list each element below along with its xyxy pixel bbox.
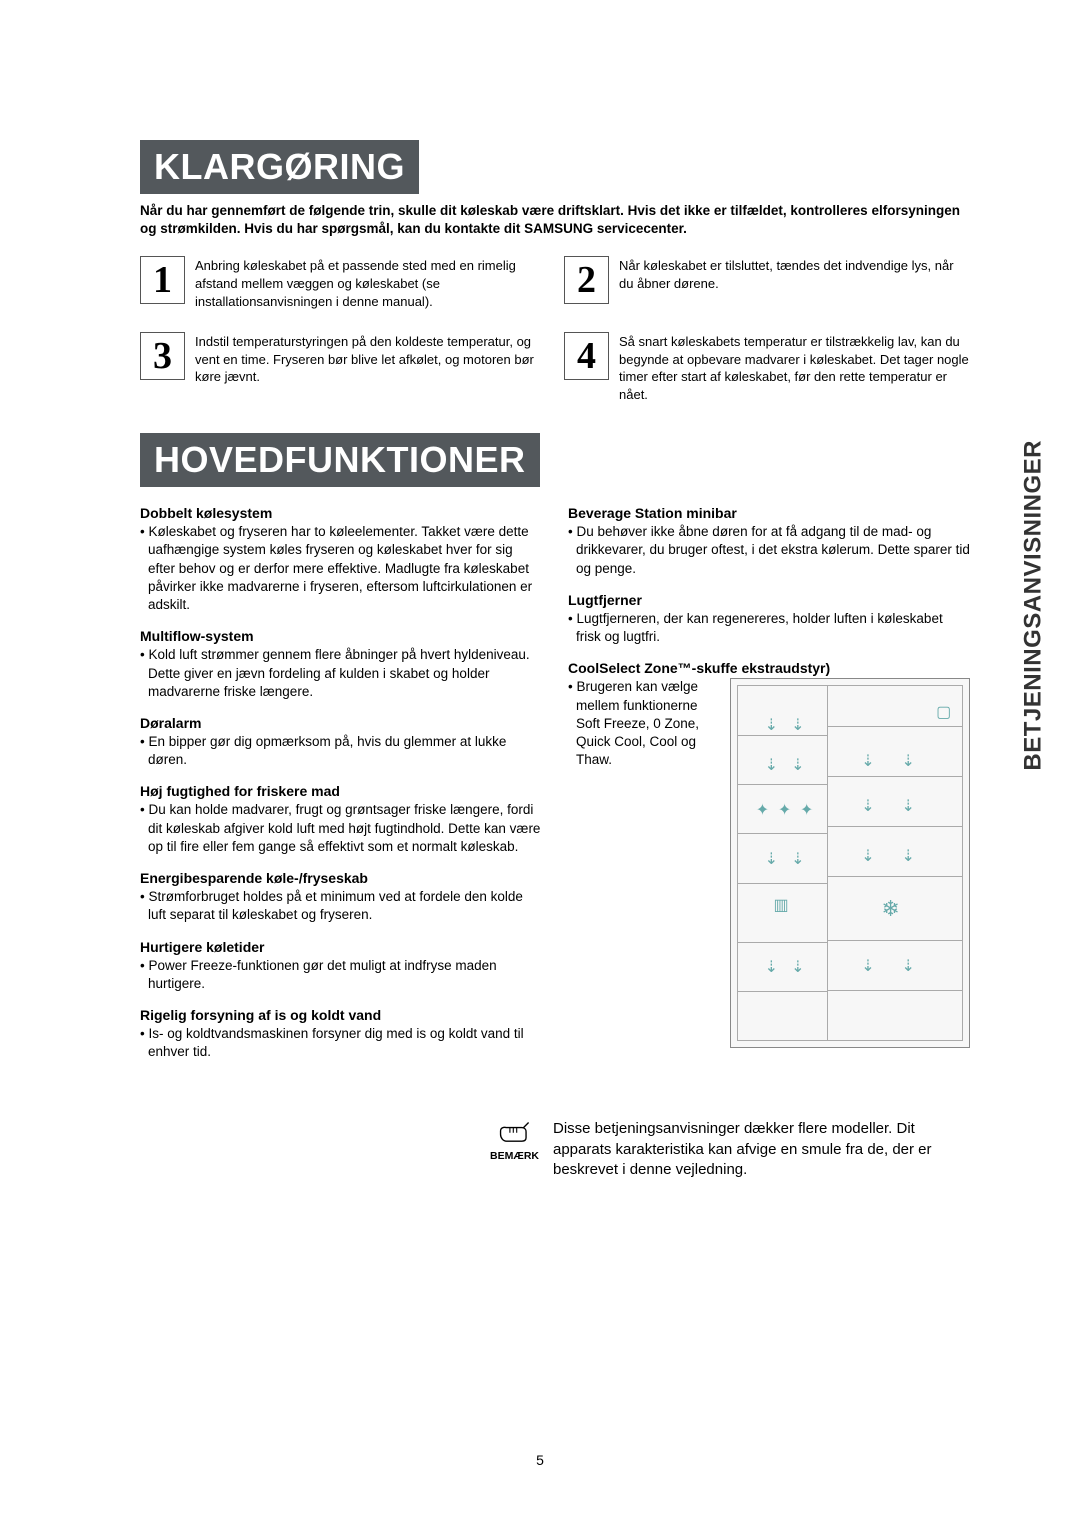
feature-title: Lugtfjerner <box>568 592 970 608</box>
page-number: 5 <box>536 1452 544 1468</box>
feature: Beverage Station minibar Du behøver ikke… <box>568 505 970 578</box>
step-4: 4 Så snart køleskabets temperatur er til… <box>564 332 970 403</box>
step-text: Når køleskabet er tilsluttet, tændes det… <box>619 256 970 292</box>
feature: Høj fugtighed for friskere mad Du kan ho… <box>140 783 542 856</box>
feature-body: Lugtfjerneren, der kan regenereres, hold… <box>568 610 970 646</box>
feature-title: Høj fugtighed for friskere mad <box>140 783 542 799</box>
feature: Multiflow-system Kold luft strømmer genn… <box>140 628 542 701</box>
note-label: BEMÆRK <box>490 1150 539 1162</box>
step-number: 2 <box>564 256 609 304</box>
fridge-illustration: ⇣⇣ ⇣⇣ ✦✦✦ ⇣⇣ ▥ ⇣⇣ ▢ ⇣⇣ ⇣⇣ <box>730 678 970 1048</box>
section-klargoring: KLARGØRING Når du har gennemført de følg… <box>140 140 970 403</box>
features-columns: Dobbelt kølesystem Køleskabet og frysere… <box>140 505 970 1075</box>
step-number: 1 <box>140 256 185 304</box>
step-text: Indstil temperaturstyringen på den kolde… <box>195 332 546 386</box>
step-1: 1 Anbring køleskabet på et passende sted… <box>140 256 546 310</box>
step-number: 3 <box>140 332 185 380</box>
feature: Lugtfjerner Lugtfjerneren, der kan regen… <box>568 592 970 646</box>
section-hovedfunktioner: HOVEDFUNKTIONER Dobbelt kølesystem Køles… <box>140 433 970 1075</box>
feature-title: Rigelig forsyning af is og koldt vand <box>140 1007 542 1023</box>
note-icon-wrap: BEMÆRK <box>490 1119 539 1162</box>
feature-body: Brugeren kan vælge mellem funktionerne S… <box>568 678 720 769</box>
feature-body: En bipper gør dig opmærksom på, hvis du … <box>140 733 542 769</box>
steps-grid: 1 Anbring køleskabet på et passende sted… <box>140 256 970 403</box>
feature-body: Kold luft strømmer gennem flere åbninger… <box>140 646 542 701</box>
section1-title: KLARGØRING <box>140 140 419 194</box>
feature-title: Døralarm <box>140 715 542 731</box>
step-2: 2 Når køleskabet er tilsluttet, tændes d… <box>564 256 970 310</box>
features-left: Dobbelt kølesystem Køleskabet og frysere… <box>140 505 542 1075</box>
step-text: Så snart køleskabets temperatur er tilst… <box>619 332 970 403</box>
features-right: Beverage Station minibar Du behøver ikke… <box>568 505 970 1075</box>
note-text: Disse betjeningsanvisninger dækker flere… <box>553 1119 970 1180</box>
note-hand-icon <box>498 1119 532 1148</box>
note-box: BEMÆRK Disse betjeningsanvisninger dække… <box>490 1119 970 1180</box>
feature-title: Energibesparende køle-/fryseskab <box>140 870 542 886</box>
feature: Døralarm En bipper gør dig opmærksom på,… <box>140 715 542 769</box>
feature-body: Power Freeze-funktionen gør det muligt a… <box>140 957 542 993</box>
step-text: Anbring køleskabet på et passende sted m… <box>195 256 546 310</box>
feature: Rigelig forsyning af is og koldt vand Is… <box>140 1007 542 1061</box>
feature-body: Køleskabet og fryseren har to køleelemen… <box>140 523 542 614</box>
feature-body: Strømforbruget holdes på et minimum ved … <box>140 888 542 924</box>
feature-body: Is- og koldtvandsmaskinen forsyner dig m… <box>140 1025 542 1061</box>
feature: Energibesparende køle-/fryseskab Strømfo… <box>140 870 542 924</box>
feature-coolselect: CoolSelect Zone™-skuffe ekstraudstyr) Br… <box>568 660 970 1048</box>
section2-title: HOVEDFUNKTIONER <box>140 433 540 487</box>
feature: Dobbelt kølesystem Køleskabet og frysere… <box>140 505 542 614</box>
step-number: 4 <box>564 332 609 380</box>
step-3: 3 Indstil temperaturstyringen på den kol… <box>140 332 546 403</box>
feature-body: Du kan holde madvarer, frugt og grøntsag… <box>140 801 542 856</box>
side-tab: BETJENINGSANVISNINGER <box>1020 440 1048 771</box>
section1-intro: Når du har gennemført de følgende trin, … <box>140 202 970 238</box>
feature-title: Beverage Station minibar <box>568 505 970 521</box>
feature-title: Multiflow-system <box>140 628 542 644</box>
feature-title: Hurtigere køletider <box>140 939 542 955</box>
feature-title: Dobbelt kølesystem <box>140 505 542 521</box>
feature-body: Du behøver ikke åbne døren for at få adg… <box>568 523 970 578</box>
feature-title: CoolSelect Zone™-skuffe ekstraudstyr) <box>568 660 970 676</box>
feature: Hurtigere køletider Power Freeze-funktio… <box>140 939 542 993</box>
